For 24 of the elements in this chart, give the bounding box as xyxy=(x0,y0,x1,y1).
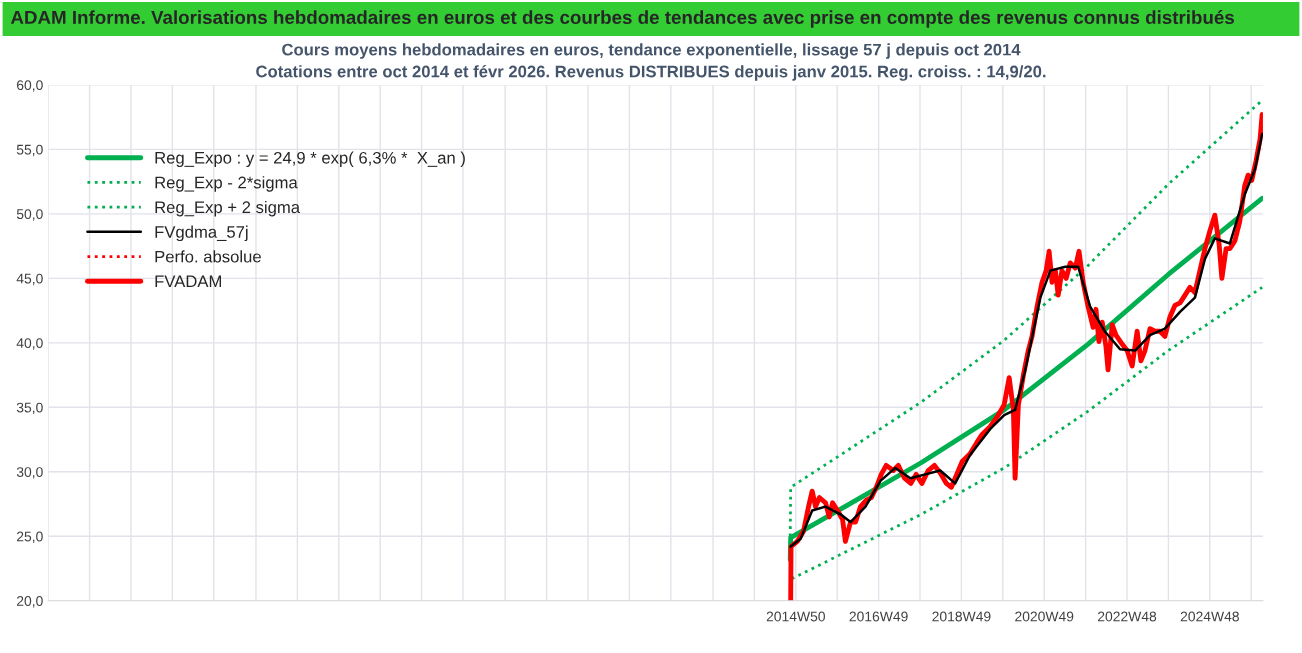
x-tick-label: 2022W48 xyxy=(1097,611,1157,622)
y-tick-label: 60,0 xyxy=(16,80,43,92)
x-tick-label: 2014W50 xyxy=(766,611,825,622)
x-tick-label: 2016W49 xyxy=(849,611,908,622)
chart-title: ADAM Informe. Valorisations hebdomadaires en euros et des courbes de tendances avec prise en compte des revenus connus distribués xyxy=(10,10,1234,28)
legend-label: FVADAM xyxy=(155,275,221,288)
y-tick-label: 30,0 xyxy=(16,467,43,479)
y-tick-label: 40,0 xyxy=(16,338,43,350)
line-series xyxy=(790,285,1263,581)
legend-label: Reg_Expo : y = 24,9 * exp( 6,3% * X_an ) xyxy=(155,151,465,168)
legend-label: Reg_Exp - 2*sigma xyxy=(155,176,298,192)
chart-subtitle: Cours moyens hebdomadaires en euros, tendance exponentielle, lissage 57 j depuis oct 2014 Cotations entre oct 2014 et févr 2026. Revenus DISTRIBUES depuis janv 2015. Reg. croiss. : 14,9/20. xyxy=(256,43,1046,81)
y-tick-label: 55,0 xyxy=(16,144,43,157)
y-tick-label: 35,0 xyxy=(16,402,43,415)
x-tick-label: 2020W49 xyxy=(1015,611,1074,622)
legend-label: Reg_Exp + 2 sigma xyxy=(155,200,301,217)
x-tick-label: 2018W49 xyxy=(932,611,991,622)
legend-label: Perfo. absolue xyxy=(155,250,261,263)
y-tick-label: 20,0 xyxy=(16,596,43,608)
legend-label: FVgdma_57j xyxy=(155,225,248,242)
x-tick-label: 2024W48 xyxy=(1180,611,1239,622)
y-tick-label: 45,0 xyxy=(16,273,43,286)
y-tick-label: 50,0 xyxy=(16,209,43,221)
y-tick-label: 25,0 xyxy=(16,531,43,544)
